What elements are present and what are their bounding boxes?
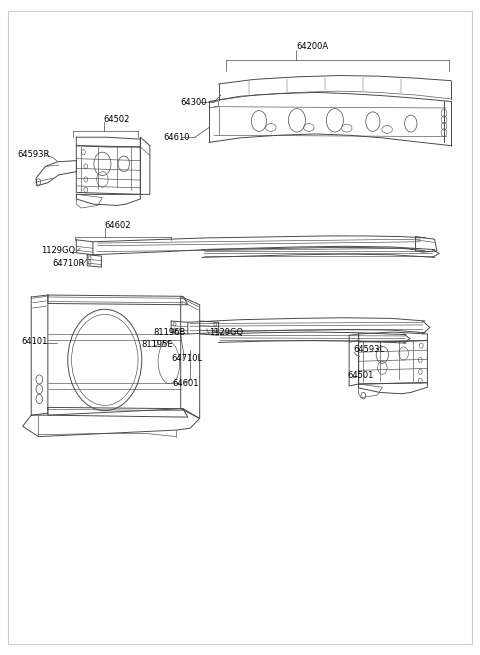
Text: 64200A: 64200A: [296, 43, 328, 52]
Text: 64601: 64601: [173, 379, 199, 388]
Text: 81196B: 81196B: [154, 328, 186, 337]
Text: 64300: 64300: [180, 98, 207, 107]
Text: 81195E: 81195E: [142, 340, 173, 349]
Text: 64593R: 64593R: [17, 149, 49, 159]
Text: 64502: 64502: [104, 115, 130, 124]
Text: 64593L: 64593L: [354, 345, 385, 354]
Text: 64101: 64101: [22, 337, 48, 346]
Text: 1129GQ: 1129GQ: [41, 246, 75, 255]
Text: 64710L: 64710L: [171, 354, 203, 362]
Text: 64710R: 64710R: [53, 259, 85, 269]
Text: 1129GQ: 1129GQ: [209, 328, 243, 337]
Text: 64602: 64602: [105, 221, 132, 230]
Text: 64610: 64610: [163, 133, 190, 141]
Text: 64501: 64501: [347, 371, 373, 380]
